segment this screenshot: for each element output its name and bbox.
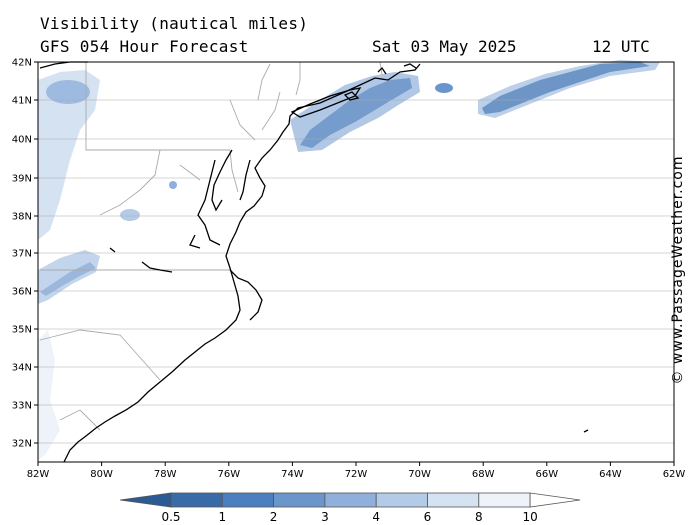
fog-patch-ohio — [46, 80, 90, 104]
colorbar-segment — [170, 492, 223, 508]
lat-label: 42N — [12, 58, 32, 69]
lon-label: 80W — [90, 469, 113, 480]
colorbar-segment — [375, 492, 428, 508]
colorbar-tick-label: 10 — [522, 510, 537, 524]
colorbar-segment — [324, 492, 377, 508]
colorbar-tick-label: 8 — [475, 510, 483, 524]
map-area — [37, 60, 675, 463]
visibility-shading — [38, 60, 660, 460]
lon-label: 74W — [281, 469, 304, 480]
graticule — [38, 99, 674, 444]
lat-label: 35N — [12, 325, 32, 336]
colorbar-tick-label: 2 — [270, 510, 278, 524]
colorbar-segment — [478, 492, 531, 508]
colorbar-segment — [427, 492, 480, 508]
longitude-axis: 82W 80W 78W 76W 74W 72W 70W 68W 66W 64W 62W — [27, 462, 686, 480]
fog-patch-small — [169, 181, 177, 189]
colorbar-lower-extension — [119, 492, 172, 508]
colorbar-segment — [221, 492, 275, 508]
visibility-colorbar: 0.5 1 2 3 4 6 8 10 — [119, 492, 581, 524]
lon-label: 72W — [345, 469, 368, 480]
lat-label: 41N — [12, 96, 32, 107]
lat-label: 32N — [12, 439, 32, 450]
forecast-label: GFS 054 Hour Forecast — [40, 37, 249, 56]
forecast-date: Sat 03 May 2025 — [372, 37, 517, 56]
lon-label: 68W — [472, 469, 495, 480]
fog-patch-west — [38, 70, 100, 240]
lat-label: 40N — [12, 135, 32, 146]
lat-label: 39N — [12, 174, 32, 185]
lon-label: 66W — [535, 469, 558, 480]
map-title: Visibility (nautical miles) — [40, 14, 309, 33]
colorbar-tick-label: 6 — [424, 510, 432, 524]
fog-spot-nantucket — [435, 83, 453, 93]
fog-band-carolina-halo — [38, 250, 100, 304]
lon-label: 62W — [663, 469, 686, 480]
lon-label: 70W — [408, 469, 431, 480]
fog-patch-va — [120, 209, 140, 221]
lon-label: 64W — [599, 469, 622, 480]
latitude-axis: 42N 41N 40N 39N 38N 37N 36N 35N 34N 33N 32N — [12, 58, 38, 450]
fog-band-east-halo — [478, 60, 660, 118]
lon-label: 78W — [154, 469, 177, 480]
lat-label: 38N — [12, 212, 32, 223]
lat-label: 33N — [12, 401, 32, 412]
lat-label: 36N — [12, 287, 32, 298]
lon-label: 76W — [217, 469, 240, 480]
fog-band-halo-long-island — [290, 72, 420, 152]
credit-text: © www.PassageWeather.com — [670, 155, 686, 385]
colorbar-tick-label: 4 — [372, 510, 380, 524]
lon-label: 82W — [27, 469, 50, 480]
colorbar-tick-label: 0.5 — [161, 510, 180, 524]
colorbar-segment — [273, 492, 326, 508]
colorbar-upper-extension — [529, 492, 581, 508]
lat-label: 37N — [12, 249, 32, 260]
colorbar-tick-label: 1 — [218, 510, 226, 524]
colorbar-tick-label: 3 — [321, 510, 329, 524]
lat-label: 34N — [12, 363, 32, 374]
fog-patch-sc — [38, 330, 60, 460]
state-borders — [39, 61, 383, 431]
forecast-time: 12 UTC — [592, 37, 650, 56]
